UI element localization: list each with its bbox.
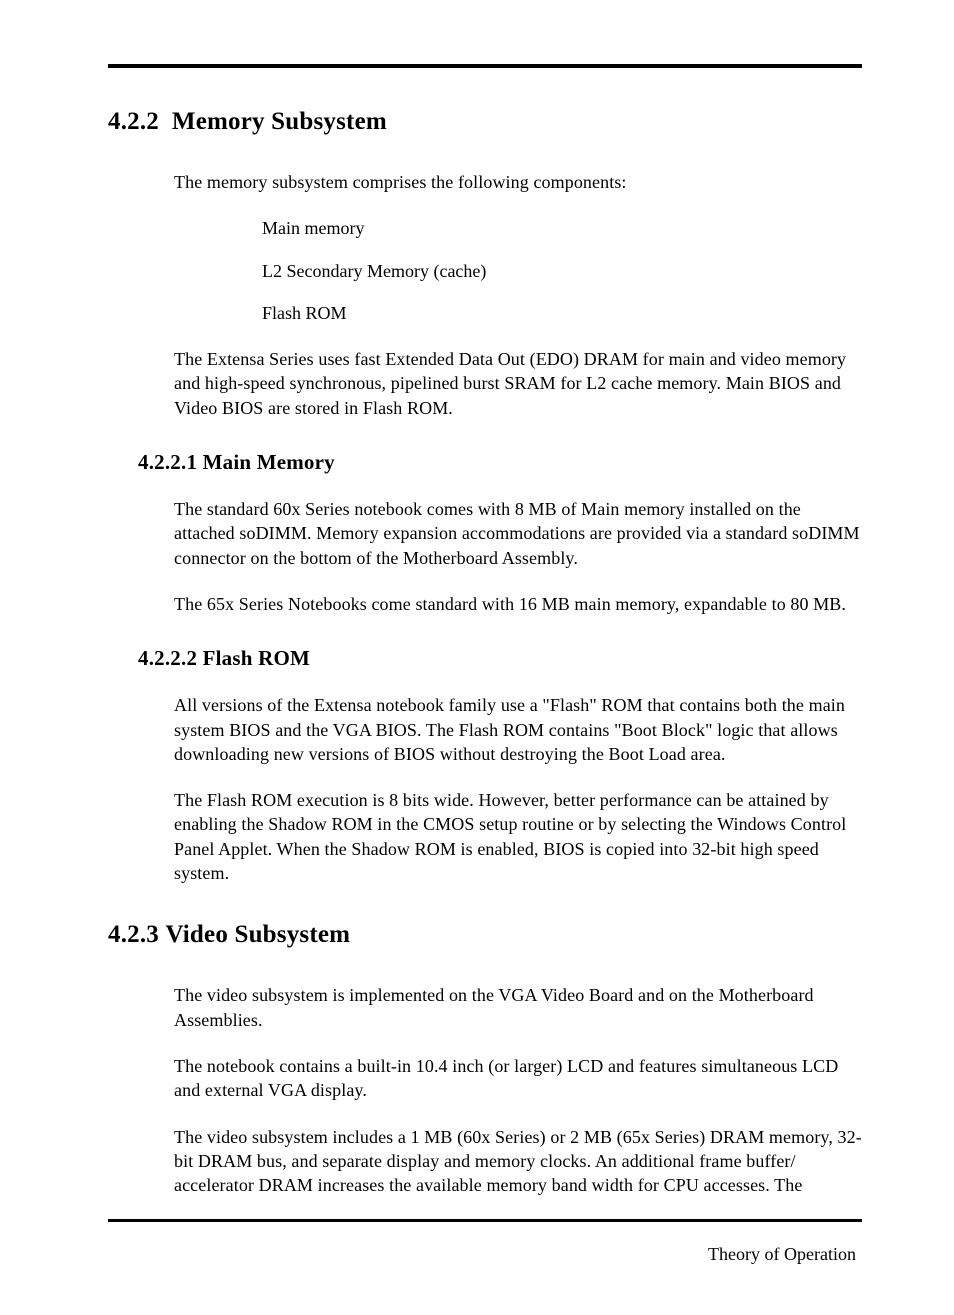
section-4-2-2-2-body: All versions of the Extensa notebook fam…	[174, 693, 862, 885]
heading-number: 4.2.2.1	[138, 450, 197, 474]
heading-title: Memory Subsystem	[172, 108, 387, 135]
list-item: Main memory	[262, 216, 862, 240]
page-footer: Theory of Operation	[108, 1244, 862, 1265]
para: The video subsystem includes a 1 MB (60x…	[174, 1125, 862, 1198]
list-item: Flash ROM	[262, 301, 862, 325]
para: All versions of the Extensa notebook fam…	[174, 693, 862, 766]
heading-4-2-2-1: 4.2.2.1 Main Memory	[138, 450, 862, 475]
heading-number: 4.2.2	[108, 108, 159, 135]
list-item: L2 Secondary Memory (cache)	[262, 259, 862, 283]
component-list: Main memory L2 Secondary Memory (cache) …	[262, 216, 862, 325]
bottom-rule	[108, 1219, 862, 1222]
heading-title: Flash ROM	[203, 646, 310, 670]
para: The standard 60x Series notebook comes w…	[174, 497, 862, 570]
para: The 65x Series Notebooks come standard w…	[174, 592, 862, 616]
heading-title: Main Memory	[203, 450, 335, 474]
heading-4-2-2-2: 4.2.2.2 Flash ROM	[138, 646, 862, 671]
para-edo: The Extensa Series uses fast Extended Da…	[174, 347, 862, 420]
section-4-2-3-body: The video subsystem is implemented on th…	[174, 983, 862, 1197]
section-4-2-2-body: The memory subsystem comprises the follo…	[174, 170, 862, 420]
heading-number: 4.2.3	[108, 921, 159, 948]
top-rule	[108, 64, 862, 68]
heading-4-2-2: 4.2.2 Memory Subsystem	[108, 108, 862, 136]
section-4-2-2-1-body: The standard 60x Series notebook comes w…	[174, 497, 862, 616]
para: The notebook contains a built-in 10.4 in…	[174, 1054, 862, 1103]
para-intro: The memory subsystem comprises the follo…	[174, 170, 862, 194]
heading-title: Video Subsystem	[165, 921, 350, 948]
heading-4-2-3: 4.2.3 Video Subsystem	[108, 921, 862, 949]
para: The video subsystem is implemented on th…	[174, 983, 862, 1032]
para: The Flash ROM execution is 8 bits wide. …	[174, 788, 862, 885]
heading-number: 4.2.2.2	[138, 646, 197, 670]
